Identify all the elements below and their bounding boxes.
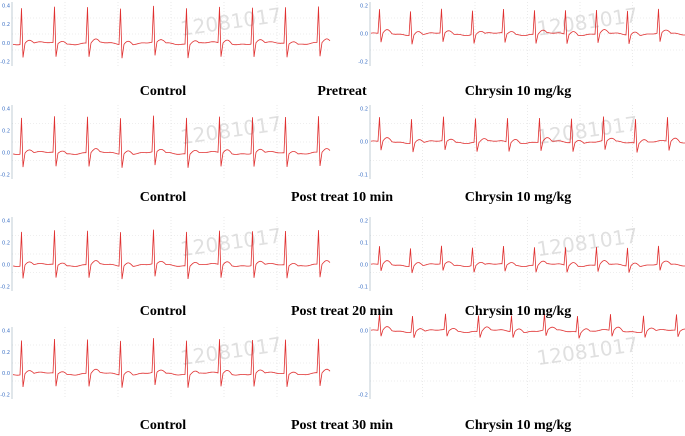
ecg-panel: 0.0 -0.2 12081017: [358, 313, 685, 399]
y-tick-label: -0.2: [358, 60, 368, 66]
ecg-panel: 0.2 0.0 -0.2 12081017: [358, 2, 685, 66]
row-label-middle: Post treat 10 min: [291, 190, 393, 205]
y-tick-label: -0.2: [0, 60, 10, 66]
y-tick-label: -0.2: [0, 173, 10, 179]
row-label-left: Control: [140, 418, 187, 433]
y-tick-label: -0.1: [358, 173, 368, 179]
ecg-trace: [12, 5, 331, 59]
y-tick-label: 0.0: [360, 32, 368, 38]
y-tick-label: 0.4: [2, 329, 10, 335]
y-tick-label: 0.2: [2, 241, 10, 247]
y-tick-label: 0.0: [360, 263, 368, 269]
ecg-trace: [370, 245, 685, 274]
watermark: 12081017: [535, 332, 639, 370]
y-tick-label: 0.1: [360, 241, 368, 247]
y-tick-label: 0.2: [2, 22, 10, 28]
row-label-right: Chrysin 10 mg/kg: [465, 190, 572, 205]
y-tick-label: 0.2: [2, 129, 10, 135]
row-label-right: Chrysin 10 mg/kg: [465, 304, 572, 319]
y-tick-label: 0.0: [360, 329, 368, 335]
row-label-middle: Post treat 20 min: [291, 304, 393, 319]
y-tick-label: -0.2: [0, 393, 10, 399]
y-tick-label: 0.2: [2, 350, 10, 356]
y-tick-label: -0.2: [358, 393, 368, 399]
watermark: 12081017: [179, 332, 283, 370]
watermark: 12081017: [535, 3, 639, 41]
row-label-middle: Post treat 30 min: [291, 418, 393, 433]
ecg-panel: 0.4 0.2 0.0 -0.2 12081017: [0, 2, 331, 66]
watermark: 12081017: [535, 223, 639, 261]
ecg-trace: [370, 313, 685, 339]
ecg-trace: [12, 338, 331, 388]
y-tick-label: 0.2: [360, 4, 368, 10]
ecg-trace: [13, 229, 331, 280]
y-tick-label: -0.2: [0, 285, 10, 291]
y-tick-label: -0.1: [358, 285, 368, 291]
ecg-panel: 0.4 0.2 0.0 -0.2 12081017: [0, 327, 331, 399]
y-tick-label: 0.0: [2, 371, 10, 377]
y-tick-label: 0.0: [2, 41, 10, 47]
y-tick-label: 0.2: [360, 219, 368, 225]
watermark: 12081017: [179, 223, 283, 261]
ecg-panel: 0.4 0.2 0.0 -0.2 12081017: [0, 105, 331, 179]
ecg-panel: 0.4 0.2 0.0 -0.2 12081017: [0, 217, 331, 291]
y-tick-label: 0.0: [2, 263, 10, 269]
watermark: 12081017: [535, 111, 639, 149]
row-label-left: Control: [140, 190, 187, 205]
y-tick-label: 0.4: [2, 219, 10, 225]
y-tick-label: 0.0: [360, 140, 368, 146]
row-label-middle: Pretreat: [317, 84, 367, 99]
y-tick-label: 0.4: [2, 4, 10, 10]
ecg-trace: [370, 8, 685, 45]
ecg-panel: 0.2 0.1 0.0 -0.1 12081017: [358, 217, 685, 291]
row-label-left: Control: [140, 84, 187, 99]
row-label-right: Chrysin 10 mg/kg: [465, 418, 572, 433]
ecg-trace: [13, 115, 331, 168]
ecg-panel: 0.2 0.0 -0.1 12081017: [358, 105, 685, 179]
watermark: 12081017: [179, 111, 283, 149]
ecg-trace: [370, 116, 685, 153]
y-tick-label: 0.0: [2, 151, 10, 157]
row-label-left: Control: [140, 304, 187, 319]
watermark: 12081017: [179, 3, 283, 41]
y-tick-label: 0.4: [2, 107, 10, 113]
row-label-right: Chrysin 10 mg/kg: [465, 84, 572, 99]
y-tick-label: 0.2: [360, 107, 368, 113]
